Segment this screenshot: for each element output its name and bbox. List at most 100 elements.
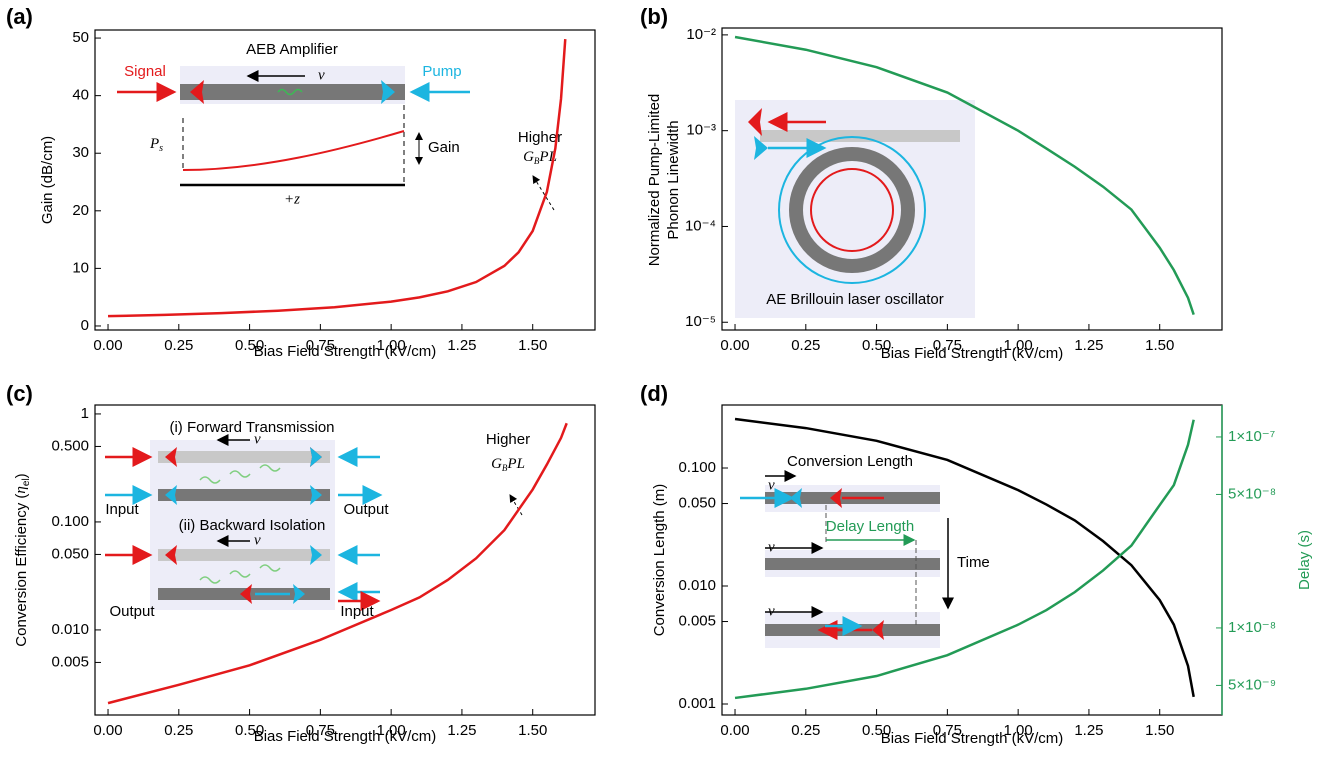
label: Output: [343, 501, 389, 518]
label: GBPL: [491, 456, 525, 473]
label: Time: [957, 554, 990, 571]
y2-axis-title: Delay (s): [1296, 530, 1313, 590]
label-part: G: [491, 456, 502, 472]
x-tick-label: 1.50: [518, 337, 547, 354]
label: v: [768, 477, 775, 493]
pulse: [872, 620, 884, 640]
series-line: [107, 422, 568, 705]
pulse: [165, 485, 177, 505]
y-axis-title-part: el: [21, 478, 32, 486]
plot-frame: [94, 404, 596, 716]
label: (ii) Backward Isolation: [179, 517, 326, 534]
x-tick-label: 0.75: [933, 722, 962, 739]
x-tick-label: 1.25: [447, 337, 476, 354]
y-axis-title: Phonon Linewidth: [665, 120, 682, 239]
x-tick-label: 0.00: [720, 722, 749, 739]
y-tick-label: 40: [72, 87, 89, 104]
panel-label: (d): [640, 381, 668, 406]
x-tick-label: 1.00: [1004, 722, 1033, 739]
y2-tick-label: 1×10⁻⁸: [1228, 619, 1276, 636]
label: Input: [105, 501, 139, 518]
label: v: [768, 603, 775, 619]
x-tick-label: 1.00: [377, 337, 406, 354]
pulse: [830, 488, 842, 508]
phonon: [199, 464, 281, 584]
label-part: B: [534, 156, 540, 166]
y-tick-label: 0.005: [678, 613, 716, 630]
label: v: [318, 67, 325, 83]
y-tick-label: 0: [81, 317, 89, 334]
pump-ring: [778, 136, 926, 284]
x-tick-label: 1.00: [377, 722, 406, 739]
pulse: [310, 447, 322, 467]
x-tick-label: 0.50: [862, 337, 891, 354]
label: Ps: [149, 136, 163, 154]
label-part: P: [149, 136, 159, 152]
x-axis-title: Bias Field Strength (kV/cm): [881, 345, 1064, 362]
inset-delay: Conversion Length Delay Length Time v v …: [740, 453, 990, 648]
arrow: [532, 175, 555, 211]
y-tick-label: 30: [72, 144, 89, 161]
waveguide: [180, 84, 405, 100]
x-axis-title: Bias Field Strength (kV/cm): [254, 728, 437, 745]
inset-amplifier: Signal Pump AEB Amplifier v Ps Gain +z H…: [117, 41, 562, 211]
x-tick-label: 0.50: [862, 722, 891, 739]
y-tick-label: 1: [81, 405, 89, 422]
x-tick-label: 0.50: [235, 722, 264, 739]
x-tick-label: 0.75: [306, 722, 335, 739]
panel-label: (a): [6, 4, 33, 29]
waveguide: [158, 549, 330, 561]
bus-waveguide: [760, 130, 960, 142]
x-tick-label: 1.25: [1074, 337, 1103, 354]
phonon: [277, 88, 303, 96]
label: v: [254, 532, 261, 548]
y-tick-label: 0.100: [678, 459, 716, 476]
y-axis-title: Gain (dB/cm): [39, 136, 56, 224]
x-tick-label: 0.25: [164, 722, 193, 739]
y-tick-label: 0.010: [678, 577, 716, 594]
label: Gain: [428, 139, 460, 156]
label: Pump: [422, 63, 461, 80]
panel-label: (c): [6, 381, 33, 406]
y2-tick-label: 1×10⁻⁷: [1228, 428, 1275, 445]
y-tick-label: 10⁻⁵: [685, 313, 716, 330]
x-tick-label: 0.25: [791, 337, 820, 354]
label: v: [768, 539, 775, 555]
arrow: [509, 494, 523, 516]
plot-frame: [94, 29, 596, 331]
x-tick-label: 1.50: [518, 722, 547, 739]
label: Output: [109, 603, 155, 620]
x-tick-label: 1.00: [1004, 337, 1033, 354]
pump-pulse: [381, 80, 395, 104]
x-tick-label: 0.75: [306, 337, 335, 354]
y-tick-label: 0.050: [51, 545, 89, 562]
pulse: [240, 584, 252, 604]
x-tick-label: 1.50: [1145, 337, 1174, 354]
label: Delay Length: [826, 518, 914, 535]
label: Conversion Length: [787, 453, 913, 470]
y-axis-title: Conversion Length (m): [651, 484, 668, 637]
label-part: B: [502, 463, 508, 473]
y-axis-title-part: η: [13, 486, 29, 493]
y-tick-label: 0.500: [51, 437, 89, 454]
pulse: [310, 545, 322, 565]
x-tick-label: 1.25: [1074, 722, 1103, 739]
y-axis-title-part: ): [13, 473, 30, 478]
label-part: s: [159, 143, 163, 154]
x-tick-label: 0.50: [235, 337, 264, 354]
inset-bg: [150, 440, 335, 610]
y-tick-label: 0.005: [51, 653, 89, 670]
ring: [789, 147, 915, 273]
label: Higher: [486, 431, 530, 448]
y-tick-label: 0.010: [51, 621, 89, 638]
y-tick-label: 0.050: [678, 495, 716, 512]
series-line: [107, 39, 567, 318]
pulse: [790, 488, 802, 508]
series-line: [734, 419, 1195, 700]
y-tick-label: 20: [72, 202, 89, 219]
signal-pulse: [190, 80, 204, 104]
x-tick-label: 0.25: [791, 722, 820, 739]
y-axis-title: Normalized Pump-Limited: [646, 94, 663, 267]
y-axis-title: Conversion Efficiency (ηel): [13, 473, 32, 646]
